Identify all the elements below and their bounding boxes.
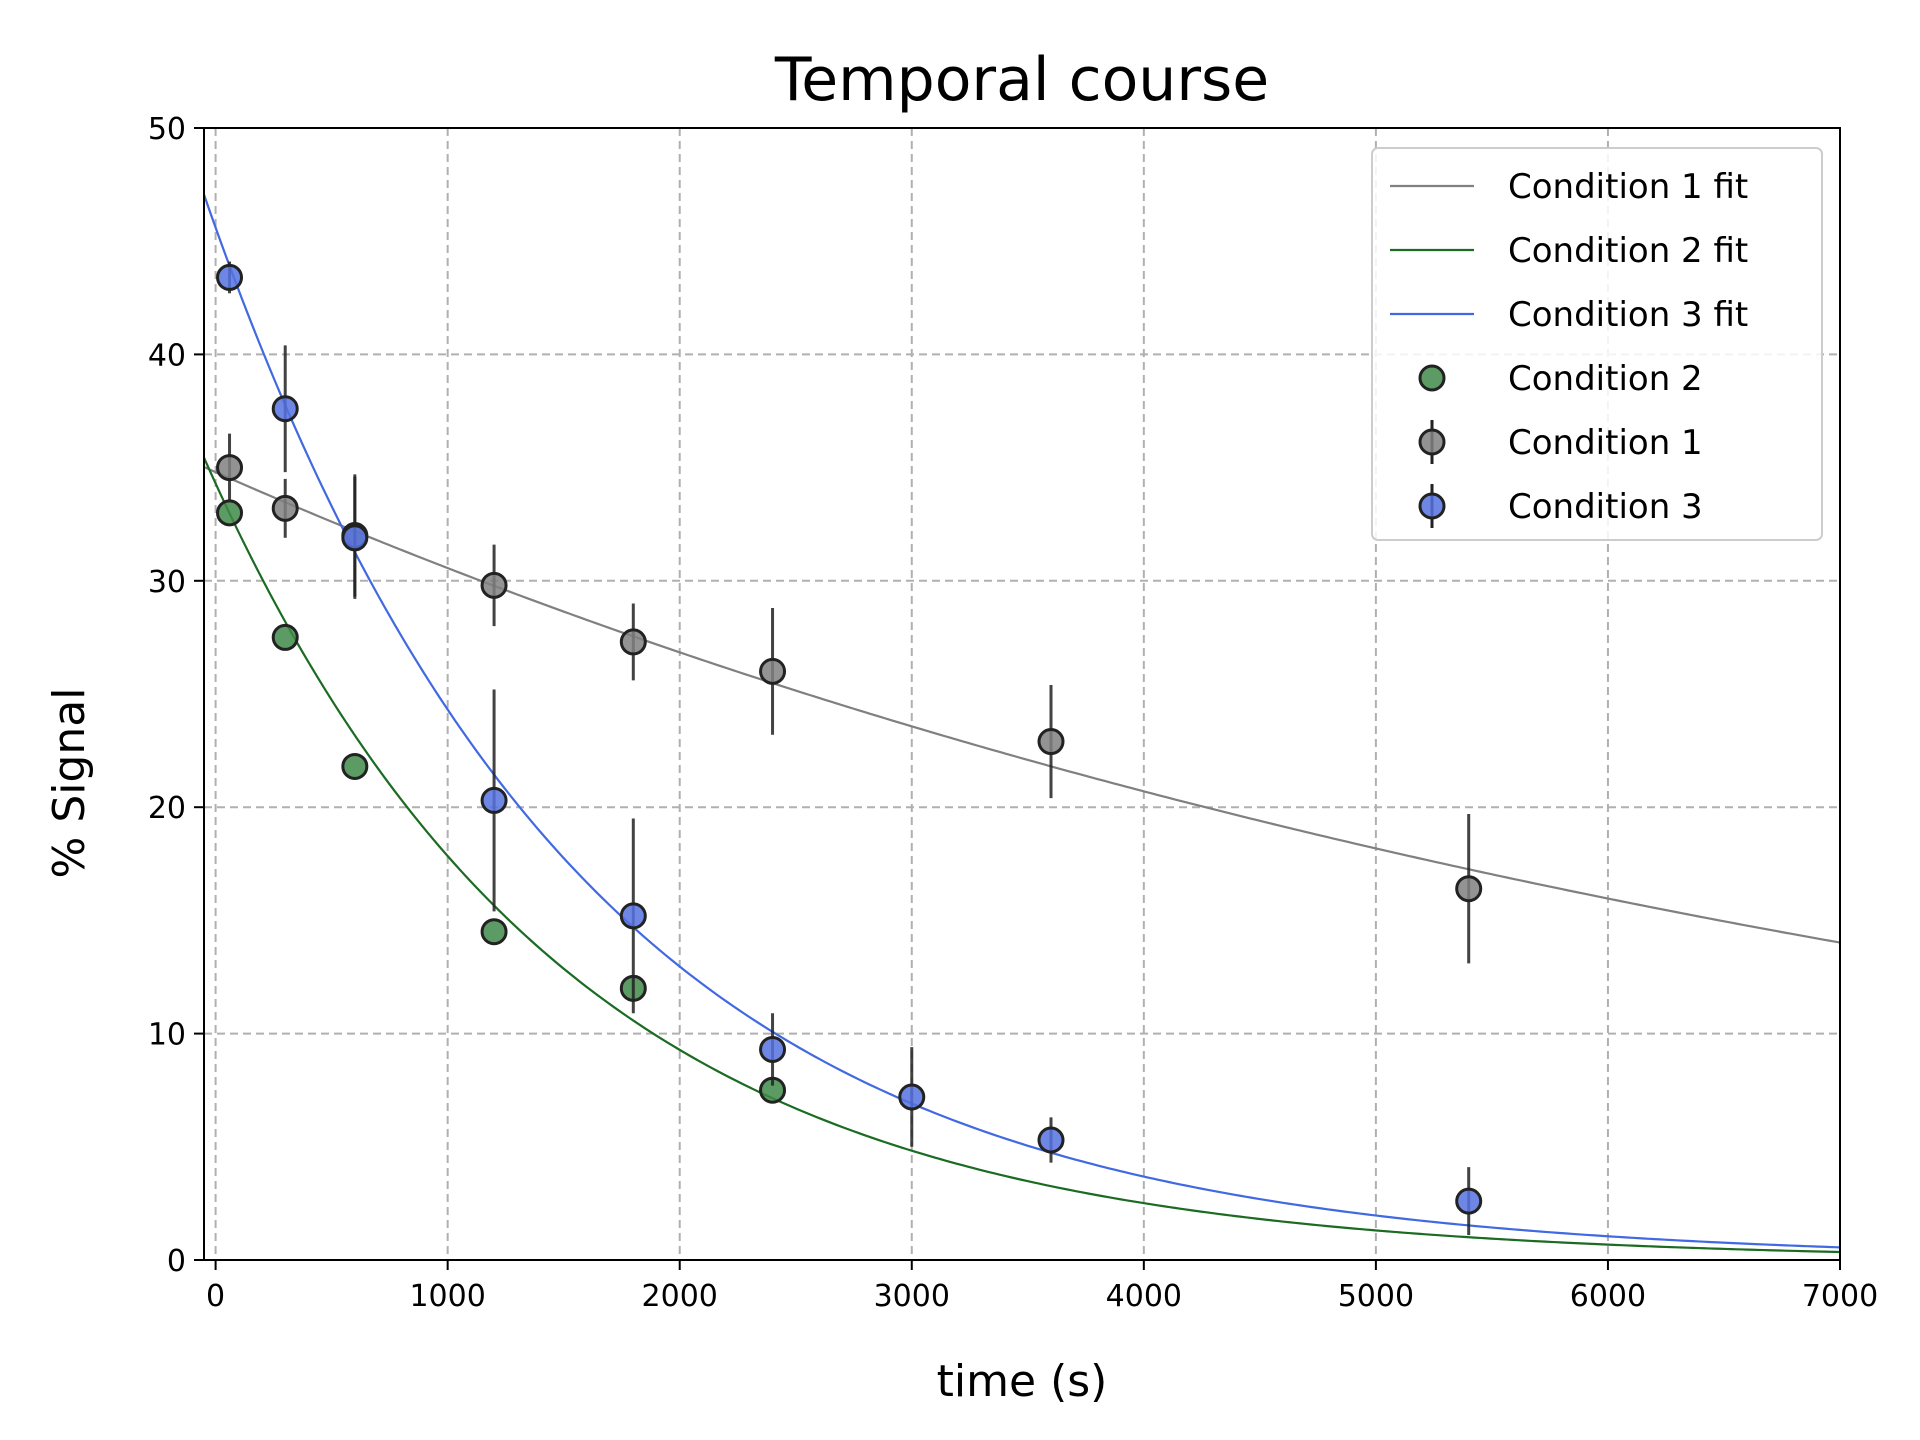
y-tick-label: 20 — [148, 791, 186, 826]
legend-box — [1371, 147, 1823, 541]
data-point — [1455, 875, 1483, 903]
y-axis-title: % Signal — [44, 688, 95, 879]
legend-label: Condition 1 — [1508, 423, 1703, 463]
data-point — [898, 1083, 926, 1111]
data-point — [1037, 1126, 1065, 1154]
series-points — [216, 261, 1483, 1236]
legend-marker-swatch — [1418, 428, 1446, 456]
fit-curve — [202, 194, 1841, 1249]
data-point — [619, 902, 647, 930]
data-point — [619, 628, 647, 656]
data-point — [216, 263, 244, 291]
data-point — [759, 657, 787, 685]
data-point — [759, 1035, 787, 1063]
x-tick-label: 1000 — [409, 1279, 485, 1314]
data-point — [341, 752, 369, 780]
data-point — [271, 623, 299, 651]
data-point — [480, 918, 508, 946]
chart-title: Temporal course — [774, 45, 1269, 115]
axis-ticks: 0 1000 2000 3000 4000 5000 6000 7000 0 10 20 30 40 50 — [148, 112, 1878, 1314]
data-points — [216, 261, 1483, 1236]
legend-label: Condition 1 fit — [1508, 167, 1748, 207]
legend-label: Condition 3 fit — [1508, 295, 1748, 335]
x-tick-label: 0 — [206, 1279, 225, 1314]
y-tick-label: 40 — [148, 338, 186, 373]
data-point — [341, 524, 369, 552]
data-point — [216, 454, 244, 482]
y-tick-label: 0 — [167, 1244, 186, 1279]
data-point — [1455, 1187, 1483, 1215]
data-point — [480, 571, 508, 599]
plot-frame — [203, 127, 1841, 1261]
legend-marker-swatch — [1418, 492, 1446, 520]
x-tick-label: 3000 — [874, 1279, 950, 1314]
x-tick-label: 6000 — [1570, 1279, 1646, 1314]
data-point — [480, 786, 508, 814]
fit-curve — [203, 465, 1841, 944]
x-tick-label: 5000 — [1338, 1279, 1414, 1314]
data-point — [216, 499, 244, 527]
fit-curve — [202, 457, 1841, 1254]
data-point — [271, 494, 299, 522]
x-tick-label: 4000 — [1106, 1279, 1182, 1314]
x-axis-title: time (s) — [937, 1356, 1108, 1407]
legend-label: Condition 3 — [1508, 487, 1703, 527]
y-tick-label: 30 — [148, 565, 186, 600]
legend-marker-swatch — [1418, 364, 1446, 392]
data-point — [1037, 728, 1065, 756]
legend: Condition 1 fit Condition 2 fit Condition … — [1371, 147, 1823, 541]
x-tick-label: 2000 — [642, 1279, 718, 1314]
y-tick-label: 50 — [148, 112, 186, 147]
legend-label: Condition 2 — [1508, 359, 1703, 399]
legend-label: Condition 2 fit — [1508, 231, 1748, 271]
x-tick-label: 7000 — [1802, 1279, 1878, 1314]
data-point — [271, 395, 299, 423]
fit-curves — [202, 194, 1841, 1254]
y-tick-label: 10 — [148, 1018, 186, 1053]
